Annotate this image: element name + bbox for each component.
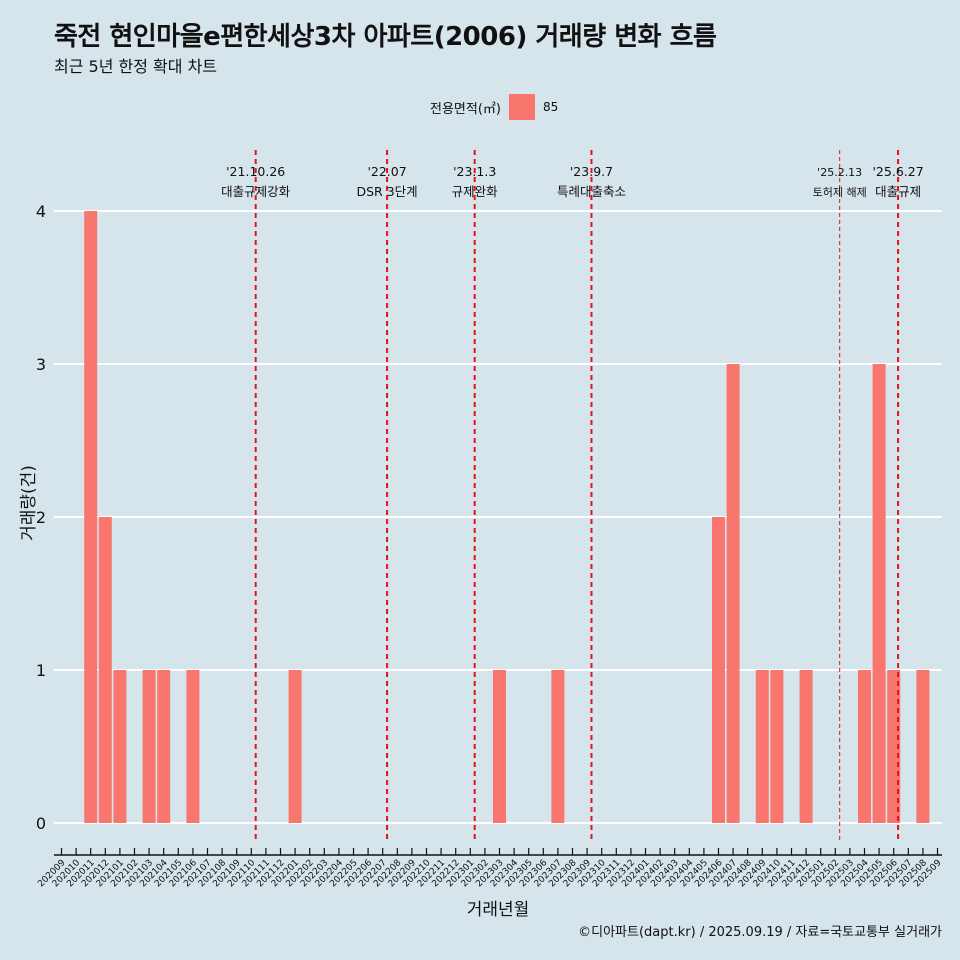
- bar: [157, 670, 171, 823]
- bar: [186, 670, 200, 823]
- y-tick-label: 0: [36, 814, 46, 833]
- event-name-label: 토허제 해제: [813, 185, 867, 199]
- bar: [755, 670, 769, 823]
- event-name-label: 특례대출축소: [557, 184, 626, 199]
- y-tick-label: 2: [36, 508, 46, 527]
- bar: [858, 670, 871, 823]
- event-name-label: 대출규제: [875, 184, 921, 199]
- y-tick-label: 4: [36, 202, 46, 221]
- bar: [712, 517, 725, 823]
- y-tick-label: 3: [36, 355, 46, 374]
- event-name-label: 대출규제강화: [221, 184, 291, 199]
- bar: [98, 517, 112, 823]
- bar: [770, 670, 784, 823]
- event-date-label: '23.1.3: [453, 164, 496, 179]
- bar: [726, 364, 740, 823]
- legend: 전용면적(㎡) 85: [430, 94, 558, 120]
- bar: [84, 211, 98, 823]
- legend-title: 전용면적(㎡): [430, 101, 501, 117]
- bar: [887, 670, 901, 823]
- event-date-label: '23.9.7: [570, 164, 613, 179]
- bar: [142, 670, 156, 823]
- event-name-label: DSR 3단계: [356, 184, 417, 199]
- y-tick-label: 1: [36, 661, 46, 680]
- bar: [799, 670, 813, 823]
- bar: [288, 670, 302, 823]
- event-date-label: '25.6.27: [873, 164, 924, 179]
- legend-color-key: [508, 94, 535, 120]
- bar: [916, 670, 930, 823]
- y-axis-title: 거래량(건): [19, 465, 39, 541]
- source-caption: ©디아파트(dapt.kr) / 2025.09.19 / 자료=국토교통부 실…: [578, 925, 942, 940]
- chart-title: 죽전 현인마을e편한세상3차 아파트(2006) 거래량 변화 흐름: [54, 22, 717, 52]
- legend-entry-label: 85: [542, 100, 559, 114]
- event-name-label: 규제완화: [452, 184, 499, 199]
- event-date-label: '22.07: [367, 164, 406, 179]
- bar: [551, 670, 565, 823]
- chart-subtitle: 최근 5년 한정 확대 차트: [54, 57, 218, 76]
- bar: [113, 670, 127, 823]
- event-date-label: '25.2.13: [817, 166, 862, 179]
- bar: [493, 670, 506, 823]
- event-date-label: '21.10.26: [226, 164, 285, 179]
- x-axis-title: 거래년월: [467, 900, 530, 920]
- bar: [872, 364, 886, 823]
